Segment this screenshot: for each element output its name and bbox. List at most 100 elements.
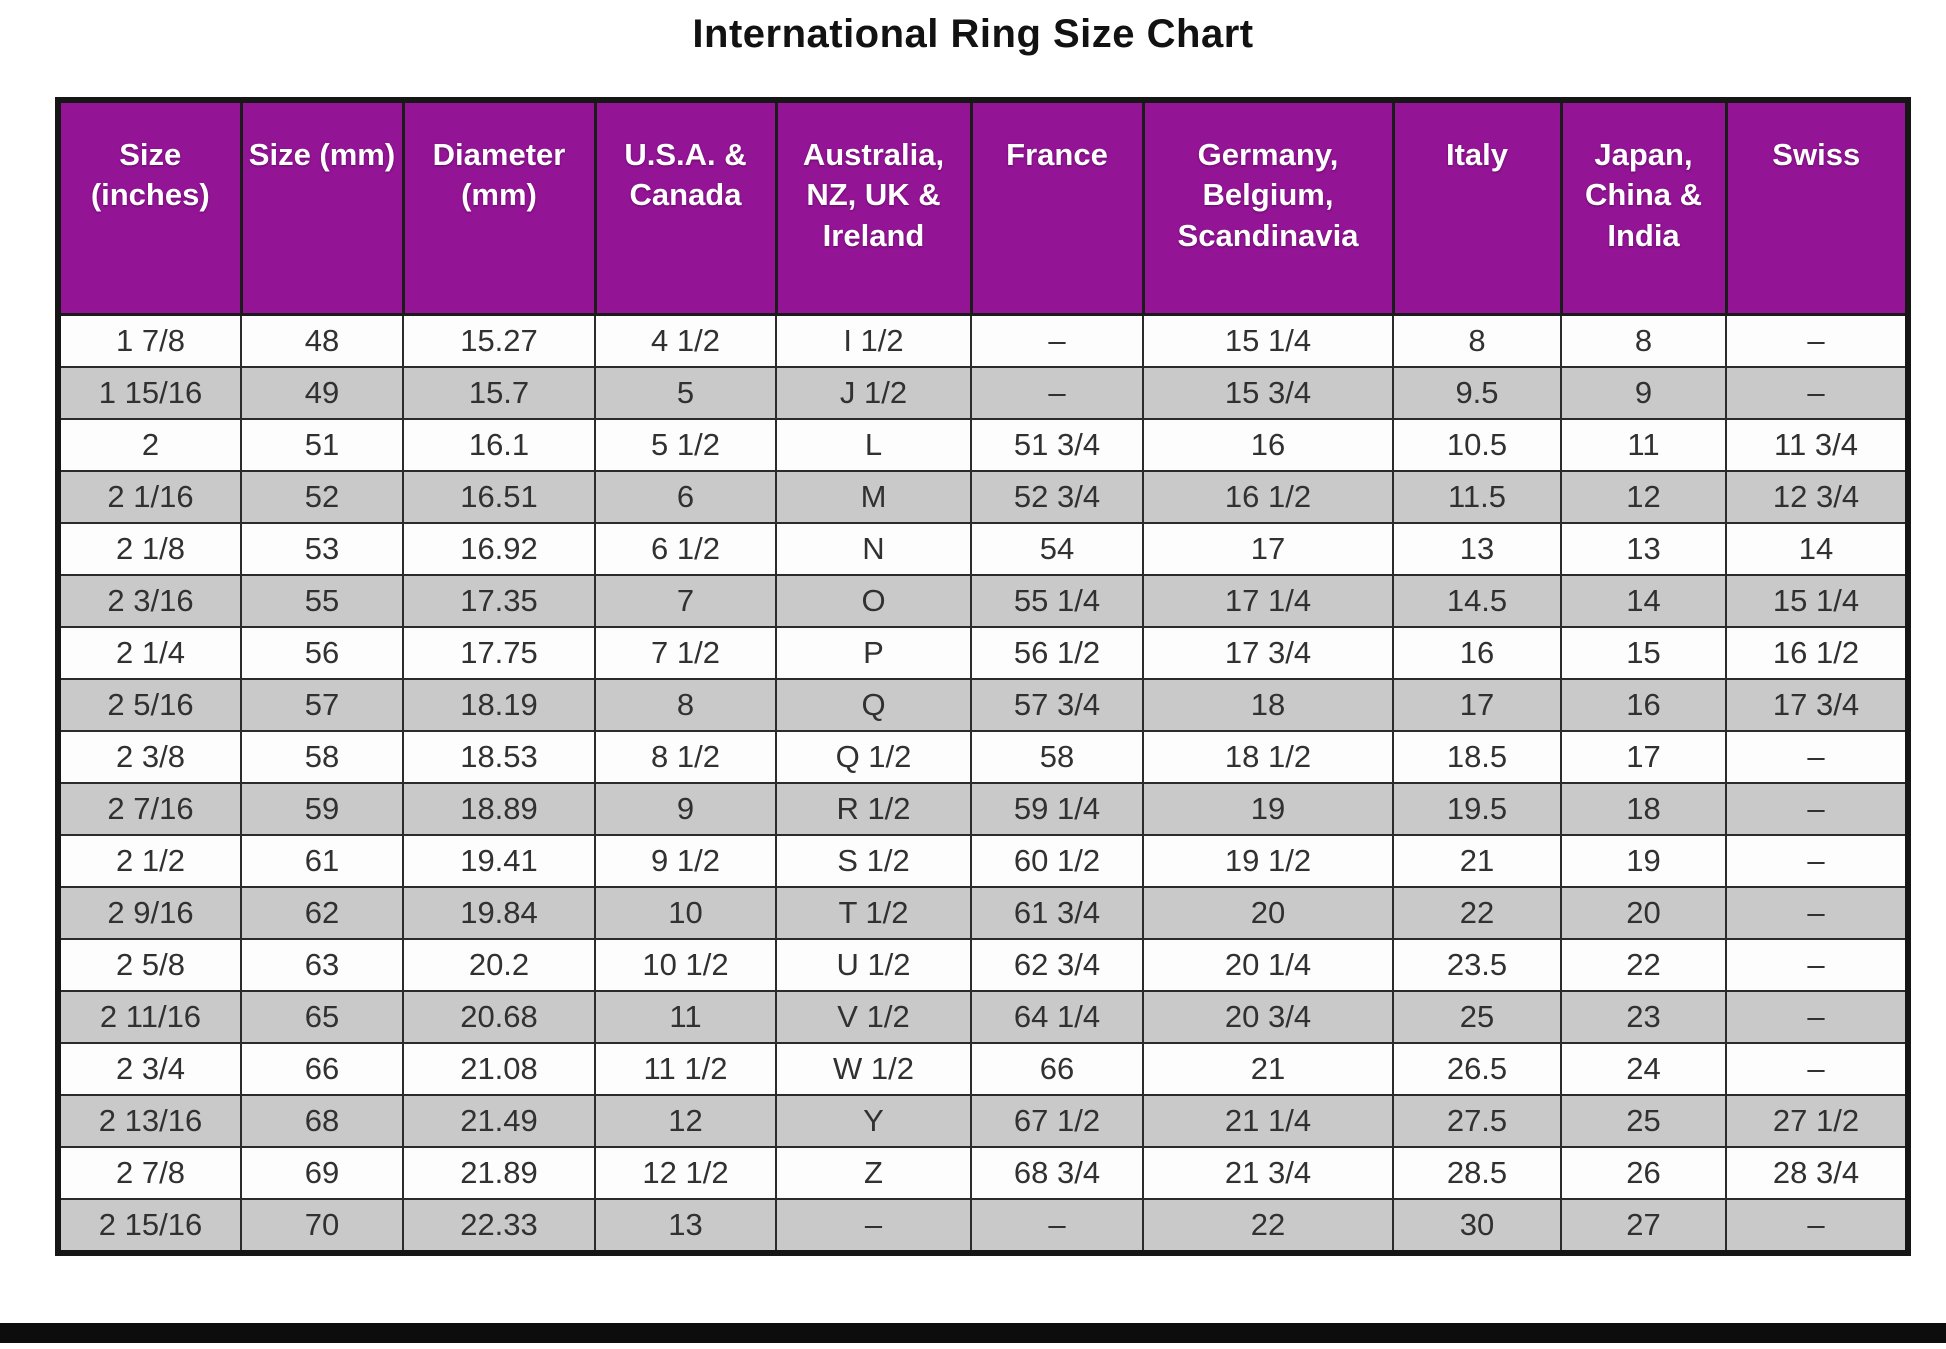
table-cell: 9 <box>594 782 777 836</box>
table-cell: Q 1/2 <box>775 730 972 784</box>
table-cell: 22 <box>1142 1198 1394 1254</box>
table-cell: 17 1/4 <box>1142 574 1394 628</box>
table-cell: 16 <box>1142 418 1394 472</box>
table-row: 2 1/8 53 16.92 6 1/2 N 54 17 13 13 14 <box>57 522 1909 576</box>
table-cell: L <box>775 418 972 472</box>
table-cell: 19.5 <box>1392 782 1562 836</box>
table-cell: 2 1/8 <box>57 522 242 576</box>
column-header: Australia, NZ, UK & Ireland <box>774 98 973 316</box>
table-cell: 61 <box>240 834 404 888</box>
column-header: Germany, Belgium, Scandinavia <box>1141 98 1395 316</box>
table-cell: – <box>1725 834 1909 888</box>
table-cell: 66 <box>970 1042 1144 1096</box>
table-row: 2 1/16 52 16.51 6 M 52 3/4 16 1/2 11.5 12 12 3/4 <box>57 470 1909 524</box>
table-cell: 17 3/4 <box>1142 626 1394 680</box>
table-cell: 53 <box>240 522 404 576</box>
table-cell: 21 3/4 <box>1142 1146 1394 1200</box>
table-cell: 20 <box>1560 886 1727 940</box>
table-cell: 17.75 <box>402 626 596 680</box>
column-header: Size (inches) <box>56 98 243 316</box>
table-cell: 14.5 <box>1392 574 1562 628</box>
column-header: U.S.A. & Canada <box>593 98 778 316</box>
table-cell: 8 <box>1392 313 1562 368</box>
table-cell: U 1/2 <box>775 938 972 992</box>
table-cell: 21.89 <box>402 1146 596 1200</box>
table-row: 2 3/4 66 21.08 11 1/2 W 1/2 66 21 26.5 24– <box>57 1042 1909 1096</box>
table-cell: – <box>775 1198 972 1254</box>
table-cell: 12 3/4 <box>1725 470 1909 524</box>
table-row: 2 1/4 56 17.75 7 1/2 P 56 1/2 17 3/4 16 15 16 1/2 <box>57 626 1909 680</box>
page-title: International Ring Size Chart <box>692 12 1254 56</box>
table-cell: 55 1/4 <box>970 574 1144 628</box>
table-row: 2 3/16 55 17.35 7 O 55 1/4 17 1/4 14.5 14 15 1/4 <box>57 574 1909 628</box>
table-cell: 17 <box>1142 522 1394 576</box>
table-cell: J 1/2 <box>775 366 972 420</box>
table-cell: 28.5 <box>1392 1146 1562 1200</box>
table-cell: V 1/2 <box>775 990 972 1044</box>
table-cell: M <box>775 470 972 524</box>
table-cell: 11 3/4 <box>1725 418 1909 472</box>
table-cell: 52 <box>240 470 404 524</box>
table-cell: 2 9/16 <box>57 886 242 940</box>
table-cell: 49 <box>240 366 404 420</box>
table-cell: 11 <box>1560 418 1727 472</box>
table-cell: 2 3/8 <box>57 730 242 784</box>
table-cell: 2 7/16 <box>57 782 242 836</box>
table-cell: 65 <box>240 990 404 1044</box>
table-cell: S 1/2 <box>775 834 972 888</box>
table-cell: 16 1/2 <box>1725 626 1909 680</box>
column-header: Size (mm) <box>239 98 405 316</box>
table-cell: 12 <box>1560 470 1727 524</box>
table-cell: 69 <box>240 1146 404 1200</box>
table-cell: 14 <box>1725 522 1909 576</box>
header-row: Size (inches) Size (mm) Diameter (mm) U.S.A… <box>56 98 1910 316</box>
table-cell: – <box>1725 990 1909 1044</box>
table-cell: 11.5 <box>1392 470 1562 524</box>
table-cell: – <box>1725 938 1909 992</box>
column-header: Swiss <box>1724 98 1910 316</box>
table-row: 1 7/8 48 15.27 4 1/2 I 1/2–15 1/4 8 8– <box>57 313 1909 368</box>
table-cell: 17.35 <box>402 574 596 628</box>
table-cell: 23 <box>1560 990 1727 1044</box>
table-cell: 51 <box>240 418 404 472</box>
table-cell: 2 15/16 <box>57 1198 242 1254</box>
table-cell: 17 <box>1392 678 1562 732</box>
table-cell: N <box>775 522 972 576</box>
table-cell: 20 1/4 <box>1142 938 1394 992</box>
table-cell: 9 <box>1560 366 1727 420</box>
table-cell: 8 <box>1560 313 1727 368</box>
table-cell: 18 <box>1142 678 1394 732</box>
column-header: Japan, China & India <box>1559 98 1728 316</box>
table-cell: 59 1/4 <box>970 782 1144 836</box>
table-cell: 52 3/4 <box>970 470 1144 524</box>
table-row: 2 13/16 68 21.49 12 Y 67 1/2 21 1/4 27.5 25 27 1/… <box>57 1094 1909 1148</box>
table-cell: 51 3/4 <box>970 418 1144 472</box>
table-cell: 4 1/2 <box>594 313 777 368</box>
table-cell: 20 3/4 <box>1142 990 1394 1044</box>
table-cell: 18.53 <box>402 730 596 784</box>
table-cell: 70 <box>240 1198 404 1254</box>
table-cell: 23.5 <box>1392 938 1562 992</box>
ring-size-table: Size (inches) Size (mm) Diameter (mm) U.S.A… <box>55 97 1911 1256</box>
table-cell: 21.49 <box>402 1094 596 1148</box>
table-cell: 8 <box>594 678 777 732</box>
table-cell: 11 1/2 <box>594 1042 777 1096</box>
table-cell: 12 <box>594 1094 777 1148</box>
table-cell: 26.5 <box>1392 1042 1562 1096</box>
table-body: 1 7/8 48 15.27 4 1/2 I 1/2–15 1/4 8 8–1 15/16 4… <box>57 313 1909 1254</box>
table-cell: 5 1/2 <box>594 418 777 472</box>
table-cell: 67 1/2 <box>970 1094 1144 1148</box>
table-cell: 26 <box>1560 1146 1727 1200</box>
column-header: France <box>969 98 1145 316</box>
table-cell: 18 <box>1560 782 1727 836</box>
table-cell: 5 <box>594 366 777 420</box>
table-cell: 12 1/2 <box>594 1146 777 1200</box>
table-cell: 25 <box>1560 1094 1727 1148</box>
table-row: 2 1/2 61 19.41 9 1/2 S 1/2 60 1/2 19 1/2 21 19– <box>57 834 1909 888</box>
table-cell: 2 1/16 <box>57 470 242 524</box>
table-cell: 2 3/16 <box>57 574 242 628</box>
table-cell: 20.2 <box>402 938 596 992</box>
table-cell: 55 <box>240 574 404 628</box>
table-row: 2 51 16.1 5 1/2 L 51 3/4 16 10.5 11 11 3/4 <box>57 418 1909 472</box>
